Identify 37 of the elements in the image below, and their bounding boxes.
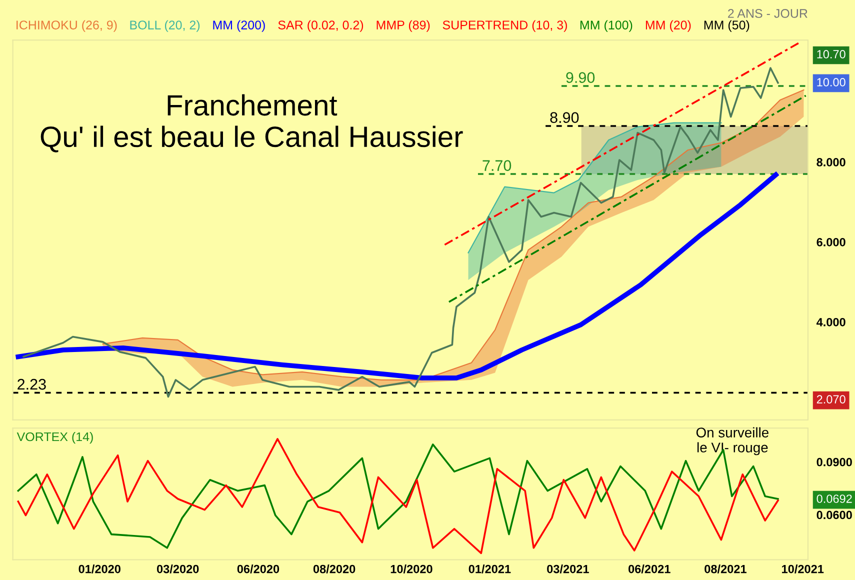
- y-tick-label: 2.070: [816, 395, 846, 404]
- x-tick-label: 08/2020: [313, 564, 356, 574]
- y-tick-label: 4.000: [816, 318, 846, 326]
- ref-line-label: 9.90: [566, 72, 595, 83]
- x-tick-label: 01/2020: [78, 564, 120, 574]
- chart-subtitle: 2 ANS - JOUR: [728, 9, 808, 18]
- legend-label: MMP (89): [376, 20, 430, 32]
- x-tick-label: 03/2021: [547, 564, 589, 574]
- x-tick-label: 06/2020: [237, 564, 280, 574]
- y-tick-label: 10.00: [817, 78, 846, 86]
- y-tick-label: 8.000: [816, 158, 846, 166]
- y-tick-label: 0.0692: [816, 494, 852, 503]
- x-tick-label: 10/2020: [390, 564, 432, 574]
- legend-label: SUPERTREND (10, 3): [442, 20, 567, 32]
- chart-title: VORTEX (14): [16, 432, 93, 444]
- y-tick-label: 10.70: [817, 50, 846, 58]
- x-tick-label: 06/2021: [628, 564, 670, 574]
- text: ICHIMOKU (26, 9): [16, 20, 117, 32]
- x-tick-label: 10/2021: [782, 564, 824, 574]
- text: BOLL (20, 2): [130, 20, 200, 32]
- x-tick-label: 08/2021: [704, 564, 746, 574]
- x-tick-label: 03/2020: [156, 564, 199, 574]
- y-tick-label: 0.0600: [816, 510, 852, 520]
- y-tick-label: 0.0900: [816, 458, 852, 466]
- ref-line-label: 8.90: [550, 112, 579, 123]
- legend-label: MM (100): [580, 20, 632, 32]
- y-tick-label: 6.000: [816, 238, 846, 246]
- legend-label: SAR (0.02, 0.2): [278, 20, 364, 32]
- ref-line-label: 2.23: [18, 378, 46, 390]
- line-series: [468, 122, 722, 254]
- x-tick-label: 01/2021: [468, 564, 511, 574]
- legend-label: MM (20): [646, 20, 691, 32]
- line-series: [16, 172, 778, 380]
- text: MM (200): [213, 20, 265, 32]
- annotation: Franchement Qu' il est beau le Canal Haussier: [40, 94, 463, 152]
- ref-line-label: 7.70: [482, 160, 512, 171]
- legend-label: MM (50): [704, 20, 750, 32]
